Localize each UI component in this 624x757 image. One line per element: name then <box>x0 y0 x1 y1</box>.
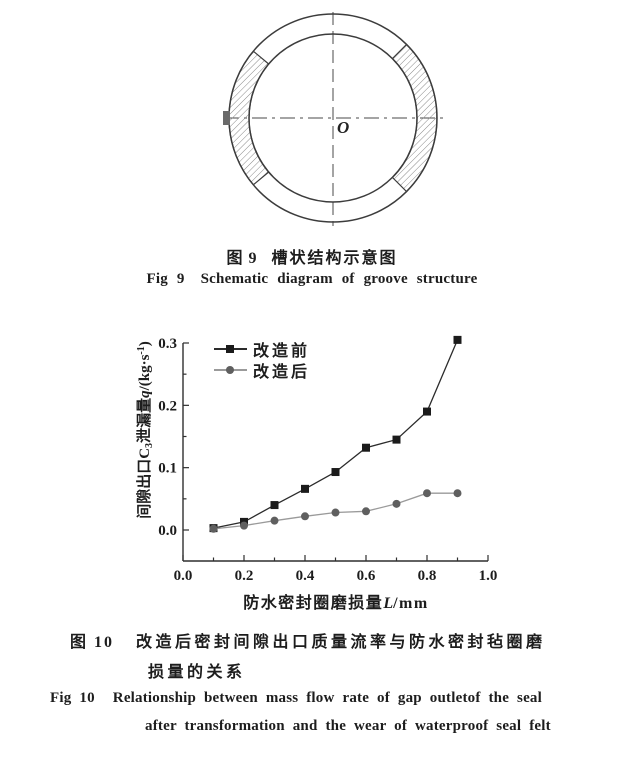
figure10-caption-zh-line2: 损量的关系 <box>148 664 246 681</box>
circle-marker <box>392 499 401 508</box>
x-tick-label: 0.6 <box>357 568 376 584</box>
figure9-title-zh: 槽状结构示意图 <box>271 250 398 267</box>
y-axis-label: 间隙出口C3泄漏量q/(kg·s-1) <box>136 341 155 519</box>
x-axis-label: 防水密封圈磨损量L/mm <box>243 595 429 612</box>
y-tick-label: 0.1 <box>158 461 177 477</box>
square-marker <box>423 407 431 416</box>
square-marker <box>453 335 462 344</box>
figure9-number-en: Fig 9 <box>146 271 185 287</box>
figure10-caption-en-line1: Fig 10 Relationship between mass flow rat… <box>50 690 542 706</box>
legend-label-before: 改造前 <box>253 342 311 360</box>
circle-marker <box>209 524 218 533</box>
x-tick-label: 0.0 <box>174 568 193 584</box>
diagram-center-label: O <box>337 118 350 137</box>
figure10-caption-en-line2: after transformation and the wear of wat… <box>145 718 551 734</box>
legend-item-before: 改造前 <box>214 338 311 360</box>
x-tick-label: 1.0 <box>479 568 498 584</box>
figure9-caption-zh: 图 9 槽状结构示意图 <box>0 244 624 268</box>
figure9-caption-en: Fig 9 Schematic diagram of groove structu… <box>0 271 624 288</box>
y-tick-label: 0.2 <box>158 398 177 414</box>
left-key-tab <box>223 111 230 125</box>
square-marker <box>270 501 279 510</box>
x-tick-label: 0.2 <box>235 568 254 584</box>
square-marker <box>392 435 401 444</box>
circle-marker <box>453 489 462 498</box>
square-marker <box>362 443 370 452</box>
x-tick-label: 0.4 <box>296 568 315 584</box>
x-tick-label: 0.8 <box>418 568 437 584</box>
y-tick-label: 0.3 <box>158 336 177 352</box>
circle-marker <box>270 516 279 525</box>
square-marker <box>301 484 309 493</box>
figure9-title-en: Schematic diagram of groove structure <box>200 271 478 287</box>
circle-marker <box>331 508 340 517</box>
legend-square-marker-icon <box>214 344 247 353</box>
groove-structure-drawing <box>223 12 444 226</box>
legend-item-after: 改造后 <box>214 359 311 381</box>
figure10-chart-svg: 0.0 0.2 0.4 0.6 0.8 1.0 0.0 0.1 0.2 0.3 <box>158 335 498 584</box>
circle-marker <box>362 507 370 516</box>
figure10-chart: 0.0 0.2 0.4 0.6 0.8 1.0 0.0 0.1 0.2 0.3 间隙出口C3泄漏量… <box>0 315 624 615</box>
y-tick-label: 0.0 <box>158 523 177 539</box>
figure9-diagram <box>0 0 624 240</box>
square-marker <box>331 468 340 477</box>
circle-marker <box>240 521 248 530</box>
inner-circle <box>248 33 418 203</box>
circle-marker <box>423 489 431 498</box>
figure10-caption-zh-line1: 图 10 改造后密封间隙出口质量流率与防水密封毡圈磨 <box>70 634 546 651</box>
legend-label-after: 改造后 <box>253 363 311 381</box>
figure9-number-zh: 图 9 <box>226 250 258 267</box>
legend-circle-marker-icon <box>214 365 247 374</box>
figure10-number-zh: 图 10 <box>70 634 115 651</box>
circle-marker <box>301 512 309 521</box>
figure10-number-en: Fig 10 <box>50 690 95 706</box>
chart-legend: 改造前 改造后 <box>214 338 311 381</box>
